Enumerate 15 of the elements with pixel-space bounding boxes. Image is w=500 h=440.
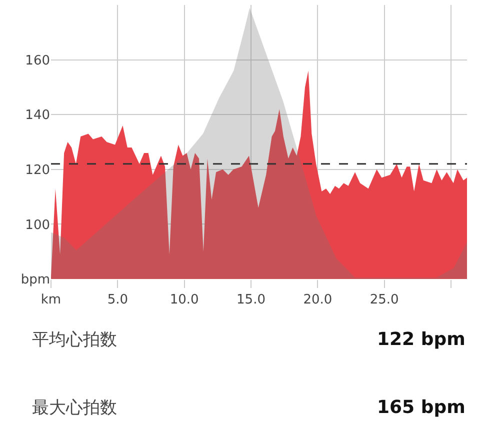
x-tick-label: 25.0	[370, 292, 399, 308]
x-tick-label: 5.0	[107, 292, 128, 308]
y-tick-label: 100	[25, 218, 50, 233]
y-tick-label: 140	[25, 108, 50, 124]
text: 165 bpm	[377, 397, 466, 418]
x-tick-label: 20.0	[303, 292, 332, 308]
y-tick-label: 120	[25, 162, 50, 178]
text: 122 bpm	[377, 329, 466, 350]
x-tick-label: 15.0	[236, 292, 266, 308]
x-tick-label: 10.0	[170, 292, 199, 308]
y-tick-label: bpm	[20, 272, 50, 288]
y-tick-label: 160	[25, 53, 50, 68]
text: 平均心拍数	[32, 330, 117, 350]
x-tick-label: km	[40, 292, 62, 308]
text: 最大心拍数	[32, 398, 117, 418]
